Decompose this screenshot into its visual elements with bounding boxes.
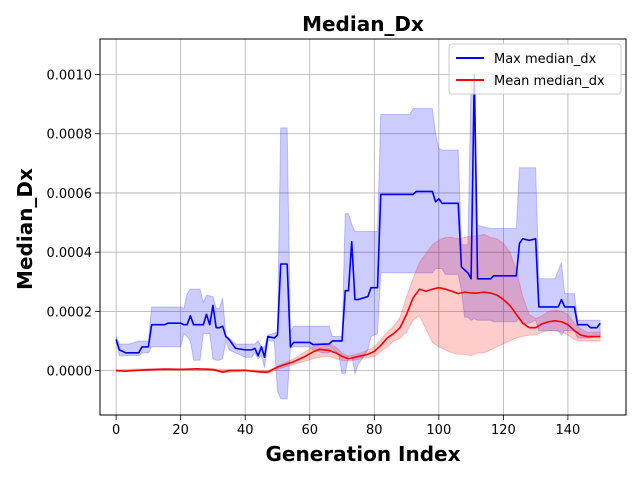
line-series-0 [115,73,601,359]
y-tick-label: 0.0000 [47,365,93,380]
line-series-1 [116,286,601,373]
y-tick-label: 0.0002 [47,305,93,320]
confidence-bands [115,78,601,400]
legend-label-mean: Mean median_dx [494,74,605,89]
band-series-0 [115,78,601,400]
x-tick-label: 80 [366,423,383,438]
y-axis-title: Median_Dx [13,168,37,290]
band-series-1 [115,233,601,375]
x-tick-label: 20 [172,423,189,438]
x-tick-label: 0 [112,423,120,438]
y-tick-label: 0.0008 [47,128,93,143]
y-tick-label: 0.0010 [47,69,93,84]
x-tick-label: 120 [491,423,516,438]
x-tick-label: 40 [237,423,254,438]
legend: Max median_dx Mean median_dx [448,43,622,95]
y-tick-label: 0.0004 [47,246,93,261]
x-tick-label: 60 [301,423,318,438]
series-lines [115,73,601,373]
legend-label-max: Max median_dx [494,52,596,67]
x-tick-label: 100 [426,423,451,438]
y-axis: 0.0000 0.0002 0.0004 0.0006 0.0008 0.0010 [47,69,100,380]
legend-box [448,43,622,95]
x-tick-label: 140 [556,423,581,438]
x-axis-title: Generation Index [266,442,461,466]
grid [100,39,626,415]
y-tick-label: 0.0006 [47,187,93,202]
x-axis: 0 20 40 60 80 100 120 140 [112,415,580,438]
plot-frame [99,38,627,416]
chart-title: Median_Dx [302,12,424,36]
plot-area-background [100,39,626,415]
